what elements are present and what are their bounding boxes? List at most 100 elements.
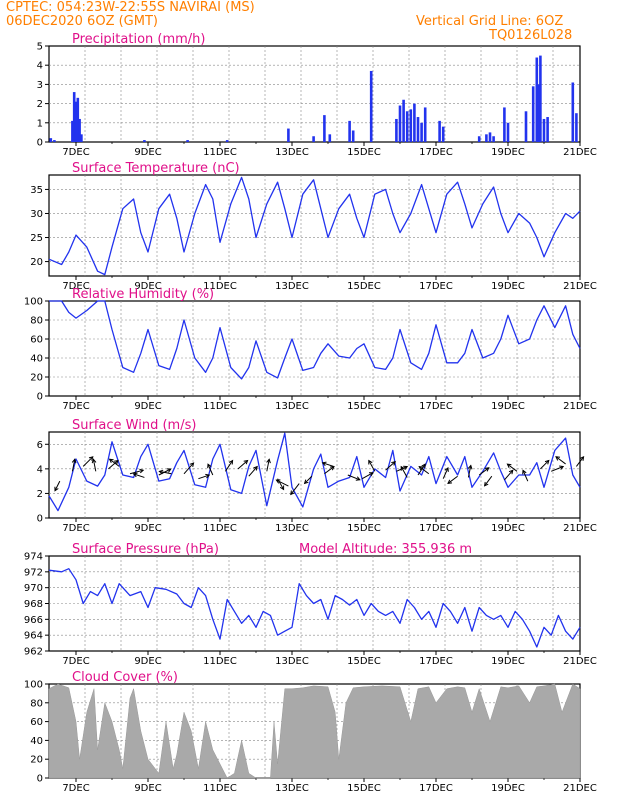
wind-wind-arrow [385,461,396,471]
precipitation-bar [506,122,510,142]
wind-wind-arrowhead [506,463,512,469]
precipitation-bar [71,120,74,142]
wind-wind-arrow [555,456,566,465]
precipitation-bar [535,57,539,142]
wind-xtick-label: 17DEC [419,523,453,534]
pressure-xtick-label: 13DEC [275,656,309,667]
wind-wind-arrow [92,459,97,472]
wind-wind-arrowhead [403,465,409,470]
wind-wind-arrow [159,470,172,475]
precipitation-bar [492,136,495,142]
wind-wind-arrowhead [266,458,271,464]
precipitation-bar [546,117,549,142]
wind-wind-arrow [478,467,490,476]
humidity-xtick-label: 17DEC [419,401,453,412]
wind-wind-arrow [324,466,335,475]
temperature-frame [48,174,581,277]
wind-wind-arrowhead [113,459,119,465]
precipitation-bar [49,138,53,142]
humidity-ytick-label: 60 [30,335,43,346]
wind-xtick-label: 19DEC [491,523,525,534]
pressure-ytick-label: 970 [24,583,43,594]
humidity-ytick-label: 80 [30,316,43,327]
precipitation-title: Precipitation (mm/h) [72,32,205,47]
wind-wind-arrow [82,456,94,467]
wind-wind-arrow [54,480,61,491]
precipitation-bar [369,70,373,142]
wind-wind-arrow [207,463,214,476]
precipitation-bar [143,140,146,142]
pressure-ytick-label: 974 [24,552,43,563]
wind-wind-arrow [400,466,408,478]
cloud-cover-ytick-label: 0 [37,774,43,785]
wind-wind-arrow [504,469,514,481]
cloud-cover-xtick-label: 17DEC [419,783,453,794]
precipitation-xtick-label: 7DEC [62,147,89,158]
precipitation-bar [531,86,535,142]
temperature-xtick-label: 17DEC [419,281,453,292]
humidity-xtick-label: 7DEC [62,401,89,412]
temperature-xtick-label: 19DEC [491,281,525,292]
pressure-xtick-label: 15DEC [347,656,381,667]
wind-wind-arrowhead [158,469,164,475]
pressure-ytick-label: 964 [24,631,43,642]
humidity-ytick-label: 0 [37,392,43,403]
wind-wind-arrow [304,475,313,484]
wind-wind-arrowhead [290,490,295,496]
precipitation-ytick-label: 0 [37,138,43,149]
cloud-cover-ytick-label: 100 [24,680,43,691]
precipitation-bar [395,118,398,142]
wind-wind-arrowhead [329,465,335,471]
cloud-cover-xtick-label: 11DEC [203,783,237,794]
wind-wind-arrowhead [205,473,211,479]
wind-xtick-label: 11DEC [203,523,237,534]
wind-wind-arrow [109,458,120,467]
precipitation-bar [420,122,423,142]
temperature-xtick-label: 7DEC [62,281,89,292]
precipitation-bar [438,120,441,142]
precipitation-xtick-label: 15DEC [347,147,381,158]
wind-ytick-label: 4 [37,464,43,475]
humidity-xtick-label: 21DEC [563,401,597,412]
wind-wind-arrowhead [321,461,327,467]
cloud-cover-xtick-label: 15DEC [347,783,381,794]
precipitation-xtick-label: 11DEC [203,147,237,158]
humidity-xtick-label: 9DEC [134,401,161,412]
wind-wind-arrowhead [166,468,172,473]
precipitation-bar [78,118,81,142]
wind-wind-arrow [322,462,334,467]
wind-title: Surface Wind (m/s) [72,418,196,433]
humidity-ytick-label: 100 [24,297,43,308]
wind-frame [48,431,581,519]
pressure-ytick-label: 972 [24,567,43,578]
cloud-cover-title: Cloud Cover (%) [72,670,178,685]
wind-xtick-label: 13DEC [275,523,309,534]
wind-wind-arrow [442,467,449,479]
temperature-xtick-label: 21DEC [563,281,597,292]
pressure-line [48,568,581,648]
wind-wind-arrow [266,459,270,472]
humidity-ytick-label: 40 [30,354,43,365]
wind-wind-arrow [447,475,458,484]
wind-wind-arrowhead [522,469,527,475]
wind-wind-arrowhead [303,479,309,485]
precipitation-ytick-label: 4 [37,61,43,72]
wind-wind-arrow [347,474,360,481]
precipitation-bar [503,107,506,142]
wind-wind-arrow [576,456,584,467]
precipitation-bar [441,126,445,142]
pressure-annotation: Model Altitude: 355.936 m [299,542,472,557]
precipitation-bar [477,136,481,142]
wind-wind-arrowhead [579,455,585,461]
header-grid-note: Vertical Grid Line: 6OZ [416,14,564,29]
wind-wind-arrowhead [355,476,361,481]
precipitation-bar [323,115,326,142]
wind-wind-arrowhead [253,465,258,471]
precipitation-frame [48,45,581,143]
wind-wind-arrow [108,460,119,470]
precipitation-bar [225,140,229,142]
wind-wind-arrowhead [71,458,77,464]
wind-wind-arrowhead [447,479,453,485]
wind-wind-arrowhead [139,468,145,474]
cloud-cover-ytick-label: 80 [30,698,43,709]
